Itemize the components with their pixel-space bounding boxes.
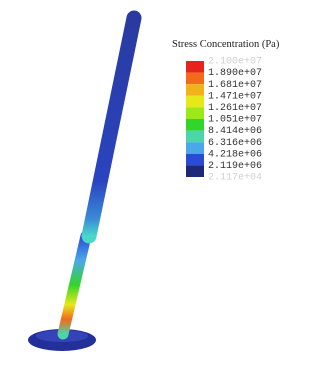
legend-swatch (186, 84, 204, 96)
legend-swatch (186, 131, 204, 143)
legend-label: 2.117e+04 (208, 173, 262, 184)
legend-label: 1.471e+07 (208, 91, 262, 102)
legend-label: 1.890e+07 (208, 68, 262, 79)
legend-swatch (186, 119, 204, 131)
legend-label: 6.316e+06 (208, 138, 262, 149)
legend-swatch (186, 165, 204, 177)
legend-swatch (186, 96, 204, 108)
rod (63, 236, 86, 334)
legend-swatch (186, 73, 204, 85)
legend-label: 1.051e+07 (208, 115, 262, 126)
legend-swatch (186, 107, 204, 119)
legend-label: 2.100e+07 (208, 57, 262, 68)
legend-swatch (186, 154, 204, 166)
legend-title: Stress Concentration (Pa) (172, 39, 280, 50)
model (28, 18, 134, 351)
legend-label: 1.681e+07 (208, 80, 262, 91)
legend-label: 1.261e+07 (208, 103, 262, 114)
legend-swatch (186, 61, 204, 73)
legend: Stress Concentration (Pa) 2.100e+071.890… (172, 39, 280, 184)
legend-label: 8.414e+06 (208, 126, 262, 137)
screenshot: Stress Concentration (Pa) 2.100e+071.890… (0, 0, 301, 368)
legend-label: 2.119e+06 (208, 161, 262, 172)
legend-swatch (186, 142, 204, 154)
legend-label: 4.218e+06 (208, 149, 262, 160)
tube (89, 18, 134, 236)
